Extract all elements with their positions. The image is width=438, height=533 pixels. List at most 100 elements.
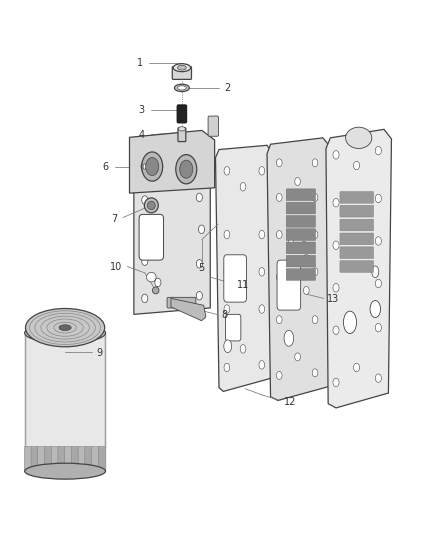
Ellipse shape (276, 193, 282, 201)
Text: 11: 11 (237, 280, 249, 289)
Ellipse shape (312, 231, 318, 239)
FancyBboxPatch shape (25, 333, 106, 447)
Ellipse shape (375, 374, 381, 382)
Ellipse shape (224, 305, 230, 313)
Ellipse shape (240, 345, 246, 353)
Ellipse shape (304, 255, 309, 263)
FancyBboxPatch shape (92, 447, 99, 472)
Ellipse shape (25, 463, 106, 479)
Text: 2: 2 (224, 83, 230, 93)
Ellipse shape (276, 372, 282, 379)
Ellipse shape (224, 268, 230, 276)
Ellipse shape (288, 239, 294, 247)
Ellipse shape (196, 193, 202, 201)
Ellipse shape (276, 231, 282, 239)
Ellipse shape (224, 230, 230, 239)
Ellipse shape (312, 369, 318, 377)
Ellipse shape (333, 284, 339, 292)
Polygon shape (326, 130, 392, 408)
Text: 10: 10 (110, 262, 122, 271)
Ellipse shape (353, 161, 360, 169)
Ellipse shape (276, 159, 282, 167)
Ellipse shape (259, 268, 265, 276)
FancyBboxPatch shape (98, 447, 106, 472)
Ellipse shape (259, 361, 265, 369)
Ellipse shape (333, 241, 339, 249)
FancyBboxPatch shape (340, 219, 374, 231)
FancyBboxPatch shape (51, 447, 59, 472)
Ellipse shape (284, 330, 293, 346)
Ellipse shape (333, 326, 339, 335)
FancyBboxPatch shape (286, 242, 315, 254)
Ellipse shape (353, 364, 360, 372)
Text: 13: 13 (327, 294, 339, 304)
FancyBboxPatch shape (178, 128, 186, 142)
Ellipse shape (177, 86, 186, 90)
FancyBboxPatch shape (58, 447, 66, 472)
FancyBboxPatch shape (45, 447, 52, 472)
Polygon shape (215, 146, 272, 391)
FancyBboxPatch shape (340, 205, 374, 217)
Ellipse shape (148, 201, 155, 209)
FancyBboxPatch shape (286, 255, 315, 267)
Ellipse shape (147, 272, 156, 282)
Ellipse shape (375, 237, 381, 245)
FancyBboxPatch shape (177, 105, 187, 123)
FancyBboxPatch shape (38, 447, 46, 472)
Ellipse shape (142, 294, 148, 303)
Ellipse shape (312, 316, 318, 324)
Ellipse shape (224, 166, 230, 175)
FancyBboxPatch shape (208, 116, 219, 136)
Text: 7: 7 (111, 214, 118, 224)
Ellipse shape (333, 151, 339, 159)
Ellipse shape (370, 301, 381, 318)
Polygon shape (171, 298, 206, 321)
Ellipse shape (259, 305, 265, 313)
Ellipse shape (173, 63, 191, 71)
Ellipse shape (177, 65, 186, 70)
Ellipse shape (155, 278, 161, 287)
Ellipse shape (224, 340, 232, 353)
Text: 9: 9 (97, 348, 103, 358)
Ellipse shape (333, 378, 339, 386)
FancyBboxPatch shape (277, 260, 300, 310)
Ellipse shape (196, 292, 202, 300)
Ellipse shape (304, 286, 309, 294)
FancyBboxPatch shape (340, 191, 374, 203)
Ellipse shape (148, 220, 154, 228)
Ellipse shape (196, 260, 202, 268)
Ellipse shape (372, 266, 379, 278)
Ellipse shape (145, 198, 158, 213)
Ellipse shape (333, 198, 339, 207)
FancyBboxPatch shape (139, 214, 163, 260)
FancyBboxPatch shape (286, 269, 315, 280)
Ellipse shape (312, 193, 318, 201)
Polygon shape (134, 180, 210, 314)
Ellipse shape (25, 309, 105, 347)
Text: 4: 4 (139, 130, 145, 140)
Ellipse shape (240, 182, 246, 191)
FancyBboxPatch shape (167, 297, 196, 308)
Ellipse shape (375, 279, 381, 288)
FancyBboxPatch shape (224, 255, 247, 302)
Ellipse shape (286, 257, 292, 265)
FancyBboxPatch shape (286, 202, 315, 214)
Ellipse shape (176, 155, 197, 184)
Ellipse shape (224, 364, 230, 372)
FancyBboxPatch shape (286, 229, 315, 240)
FancyBboxPatch shape (340, 233, 374, 245)
Ellipse shape (198, 225, 205, 233)
Ellipse shape (142, 152, 162, 181)
FancyBboxPatch shape (172, 67, 191, 79)
Ellipse shape (375, 194, 381, 203)
Ellipse shape (146, 158, 159, 175)
Ellipse shape (346, 127, 372, 149)
Ellipse shape (59, 325, 71, 330)
Ellipse shape (375, 147, 381, 155)
Text: 5: 5 (198, 263, 205, 272)
Ellipse shape (180, 160, 193, 178)
Ellipse shape (143, 164, 147, 169)
FancyBboxPatch shape (65, 447, 72, 472)
Ellipse shape (375, 324, 381, 332)
Ellipse shape (295, 177, 300, 185)
